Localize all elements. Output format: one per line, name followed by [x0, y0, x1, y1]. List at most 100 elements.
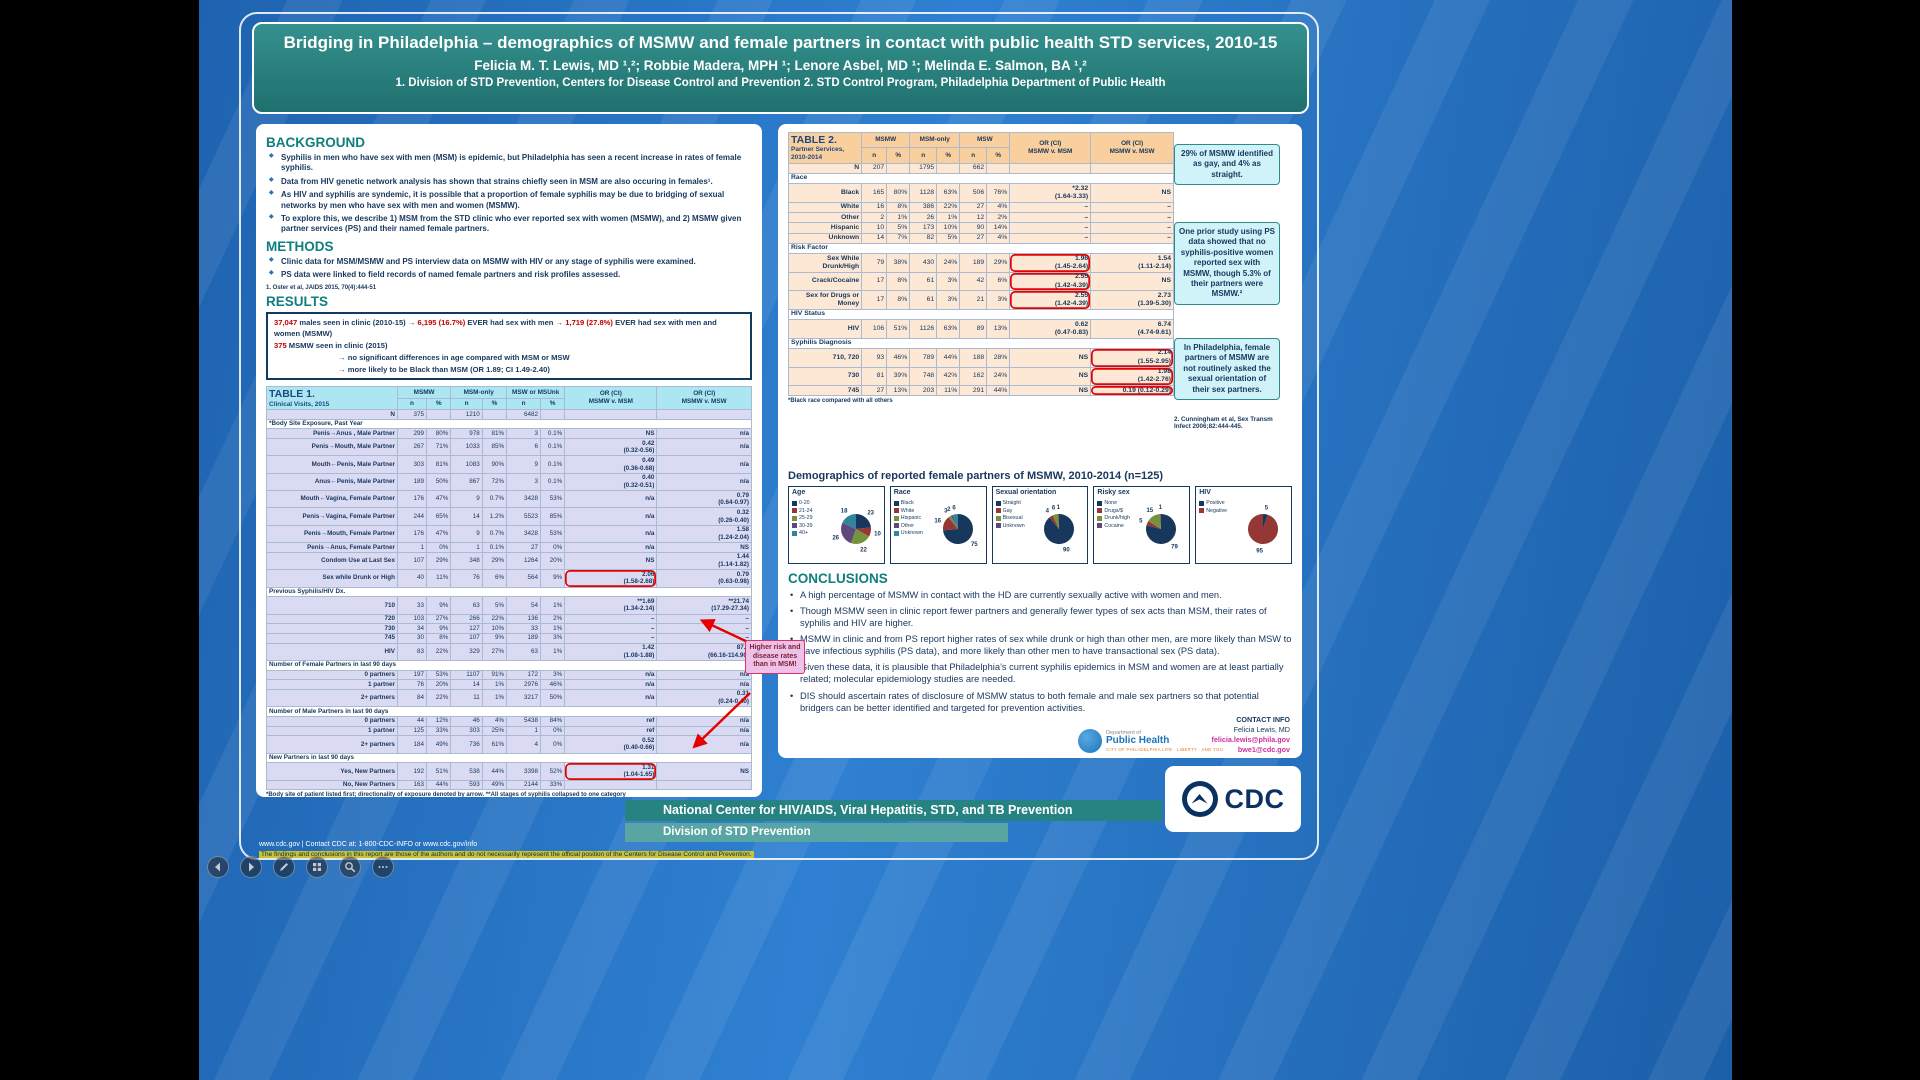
cell: 61% [481, 735, 508, 754]
legend-item: Positive [1199, 500, 1227, 506]
cell: 17 [861, 271, 888, 292]
cell: 662 [959, 162, 988, 174]
table2: TABLE 2. Partner Services, 2010-2014 MSMW M… [787, 131, 1292, 397]
contact-email-1[interactable]: felicia.lewis@phila.gov [1211, 734, 1290, 744]
cell: 10 [861, 222, 888, 234]
legend-label: 40+ [799, 530, 808, 536]
cell: n/a [656, 455, 752, 474]
or-column-header: OR (CI) MSMW v. MSM [564, 386, 658, 411]
pen-annotate-button[interactable] [273, 856, 295, 878]
pie-chart: 90 4 6 1 [1044, 505, 1075, 554]
demographics-heading: Demographics of reported female partners… [788, 470, 1164, 482]
cell: 0.7% [481, 524, 508, 544]
cell: – [656, 613, 752, 625]
legend-item: Other [893, 522, 923, 529]
see-all-slides-icon [313, 863, 321, 871]
cell: 3428 [506, 490, 541, 509]
column-subheader: n [450, 397, 483, 411]
legend-item: Unknown [995, 523, 1025, 529]
table-subtitle: Clinical Visits, 2015 [269, 400, 330, 408]
cell: 172 [506, 669, 541, 681]
left-panel: BACKGROUND Syphilis in men who have sex … [256, 124, 762, 797]
cell: 84% [539, 715, 566, 727]
contact-email-2[interactable]: bwe1@cdc.gov [1237, 744, 1290, 754]
cell: n/a [656, 472, 752, 492]
cell [986, 162, 1011, 174]
cell: – [1009, 232, 1092, 244]
cell [656, 409, 752, 420]
cell: 1.58 (1.24-2.04) [656, 524, 752, 544]
cell: 44% [481, 762, 508, 781]
cell [1009, 162, 1092, 174]
pie-slice [942, 517, 958, 531]
cell: 0 partners [266, 669, 398, 681]
cell: 14 [861, 232, 888, 244]
pie-label: 1 [1159, 505, 1163, 511]
cell: 0.1% [539, 455, 566, 474]
table-row: Unknown 14 7% 82 5% 27 4% – – [787, 232, 1174, 244]
pie-slice [1049, 515, 1060, 529]
cell: 85% [539, 507, 566, 526]
cell: 189 [506, 632, 541, 644]
cell: 25% [481, 725, 508, 737]
callout-higher-risk: Higher risk and disease rates than in MS… [745, 640, 805, 674]
legend-label: Drugs/$ [1104, 507, 1123, 514]
legend-label: Gay [1002, 507, 1013, 514]
cell: 1.44 (1.14-1.82) [656, 551, 752, 571]
cell: 736 [450, 735, 483, 754]
table-row: Previous Syphilis/HIV Dx. [266, 586, 752, 598]
zoom-button[interactable] [339, 856, 361, 878]
column-group-header: MSM-only [909, 131, 961, 149]
legend-item: 40+ [792, 530, 813, 536]
table-name: TABLE 1. [269, 387, 315, 400]
cell: 27 [959, 232, 988, 244]
cell: 5% [886, 222, 911, 234]
table-row: 745 30 8% 107 9% 189 3% – – [266, 632, 752, 644]
demographic-chart: Sexual orientation Straight Gay Bisexual Unk… [991, 486, 1089, 564]
cell: 0.49 (0.36-0.68) [564, 455, 658, 474]
cell: 192 [396, 762, 428, 781]
pie-slice [1053, 514, 1060, 529]
cell: 44% [986, 385, 1011, 397]
section-label: *Body Site Exposure, Past Year [266, 418, 752, 430]
legend-label: 21-24 [799, 507, 813, 514]
see-all-slides-button[interactable] [306, 856, 328, 878]
legend-label: Black [900, 500, 914, 506]
cell: Anus←Penis, Male Partner [266, 472, 398, 492]
cell: HIV [266, 642, 398, 661]
cell: Hispanic [787, 222, 863, 234]
cell: 291 [959, 385, 988, 397]
cell: 80% [426, 428, 452, 440]
note-box-orientation: 29% of MSMW identified as gay, and 4% as… [1174, 144, 1280, 186]
cell [656, 779, 752, 791]
cell: Penis→Anus, Female Partner [266, 542, 398, 553]
results-text: males seen in clinic (2010-15) → [297, 317, 418, 327]
column-subheader: % [986, 147, 1011, 164]
cell: 44 [396, 715, 428, 727]
cell: Crack/Cocaine [787, 271, 863, 292]
cell: 1795 [909, 162, 938, 174]
table-row: 0 partners 197 53% 1107 91% 172 3% n/a n/a [266, 669, 752, 681]
cell: 20% [539, 551, 566, 571]
cell: 27 [959, 201, 988, 214]
next-slide-button[interactable] [240, 856, 262, 878]
pie-slice [1146, 520, 1162, 529]
pie-label: 79 [1171, 544, 1178, 550]
previous-slide-button[interactable] [207, 856, 229, 878]
section-label: Risk Factor [788, 242, 1174, 255]
legend-swatch [792, 515, 797, 521]
more-options-button[interactable] [372, 856, 394, 878]
pie-label: 26 [832, 536, 839, 542]
cell: 0.32 (0.26-0.40) [656, 507, 752, 526]
cell: 85% [481, 438, 508, 457]
cell: 3 [506, 428, 541, 440]
cell: 71% [426, 438, 452, 457]
legend-label: Other [900, 522, 915, 529]
cell: 266 [450, 613, 483, 625]
legend-swatch [1097, 508, 1103, 513]
table-row: N 375 1210 6482 [266, 409, 752, 420]
pie-chart: 23 10 22 26 18 [832, 509, 881, 554]
cell: 2976 [506, 679, 541, 690]
demographic-chart: Age 0-20 21-24 25-29 30-39 40+ 23 10 22 26 18 [788, 486, 885, 564]
cell: 0% [539, 542, 566, 553]
